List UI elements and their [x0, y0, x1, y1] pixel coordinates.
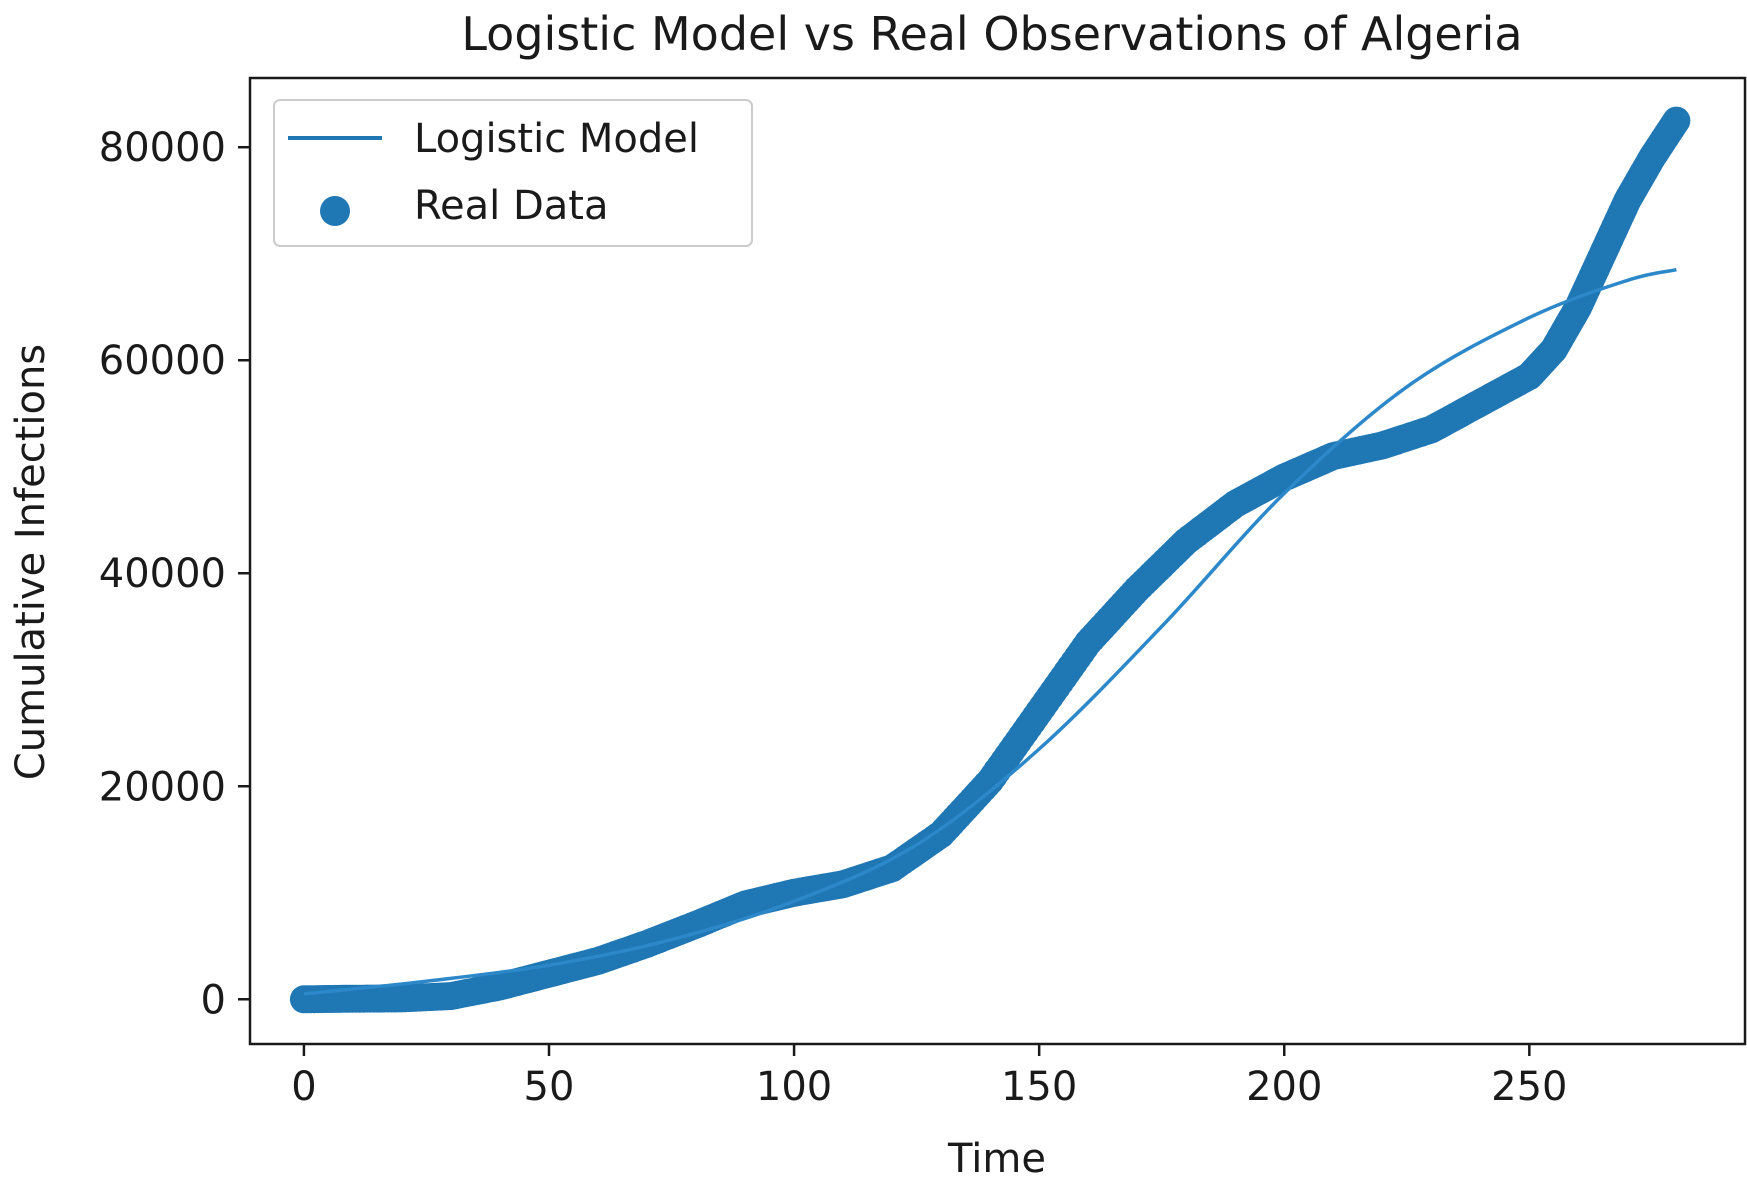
y-tick-label: 0	[201, 977, 226, 1023]
y-axis: 0 20000 40000 60000 80000	[99, 125, 250, 1023]
y-tick-label: 60000	[99, 338, 226, 384]
x-tick-label: 0	[291, 1064, 316, 1110]
legend-box	[273, 99, 753, 247]
x-tick-label: 150	[1001, 1064, 1077, 1110]
y-tick-label: 20000	[99, 764, 226, 810]
legend-marker-swatch	[320, 196, 350, 226]
chart-title: Logistic Model vs Real Observations of A…	[461, 7, 1522, 61]
plot-area	[289, 106, 1691, 1014]
y-tick-label: 80000	[99, 125, 226, 171]
x-tick-label: 250	[1491, 1064, 1567, 1110]
x-tick-label: 50	[524, 1064, 575, 1110]
real-data-point	[1662, 106, 1691, 135]
legend-label-real-data: Real Data	[414, 183, 608, 229]
x-tick-label: 200	[1246, 1064, 1322, 1110]
x-axis: 0 50 100 150 200 250	[291, 1044, 1568, 1110]
legend: Logistic Model Real Data	[273, 99, 753, 247]
legend-label-logistic-model: Logistic Model	[414, 116, 699, 162]
x-axis-label: Time	[947, 1136, 1046, 1182]
axes-frame	[248, 76, 1747, 1046]
y-axis-label: Cumulative Infections	[8, 344, 54, 780]
y-tick-label: 40000	[99, 551, 226, 597]
x-tick-label: 100	[756, 1064, 832, 1110]
logistic-model-line	[303, 267, 1677, 996]
